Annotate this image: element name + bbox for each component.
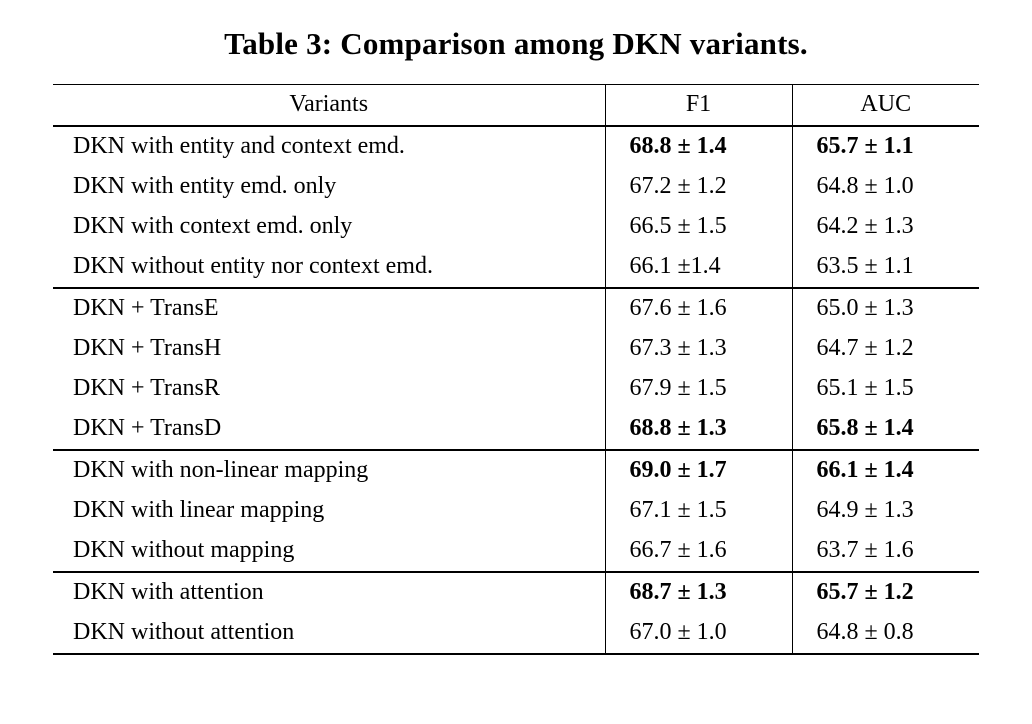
cell-variant: DKN with linear mapping [73, 497, 325, 523]
cell-auc: 64.9 ± 1.3 [791, 491, 979, 531]
cell-f1: 66.5 ± 1.5 [604, 207, 792, 247]
cell-auc: 63.7 ± 1.6 [791, 531, 979, 572]
cell-f1: 68.8 ± 1.4 [604, 126, 792, 167]
table-row: DKN + TransE 67.6 ± 1.6 65.0 ± 1.3 [53, 287, 979, 329]
cell-f1: 67.3 ± 1.3 [604, 329, 792, 369]
cell-f1: 67.9 ± 1.5 [604, 369, 792, 409]
cell-auc: 64.8 ± 0.8 [791, 613, 979, 655]
dkn-comparison-table: Variants F1 AUC DKN with entity and cont… [53, 84, 979, 655]
table-body: DKN with entity and context emd. 68.8 ± 1… [53, 126, 979, 655]
cell-f1: 68.7 ± 1.3 [604, 571, 792, 613]
cell-auc: 64.7 ± 1.2 [791, 329, 979, 369]
table-caption: Table 3: Comparison among DKN variants. [224, 26, 808, 61]
cell-variant: DKN with non-linear mapping [53, 449, 605, 491]
col-header-f1: F1 [604, 84, 792, 127]
cell-variant: DKN without mapping [73, 537, 295, 563]
cell-auc: 65.8 ± 1.4 [791, 409, 979, 450]
cell-auc: 64.8 ± 1.0 [791, 167, 979, 207]
cell-f1: 66.1 ±1.4 [604, 247, 792, 288]
table-row: DKN without entity nor context emd. 66.1 … [53, 247, 979, 288]
cell-auc: 63.5 ± 1.1 [791, 247, 979, 288]
col-header-auc: AUC [791, 84, 979, 127]
cell-f1: 67.2 ± 1.2 [604, 167, 792, 207]
cell-f1: 67.6 ± 1.6 [604, 287, 792, 329]
cell-auc: 65.0 ± 1.3 [791, 287, 979, 329]
cell-auc: 65.7 ± 1.2 [791, 571, 979, 613]
cell-variant: DKN + TransE [53, 287, 605, 329]
cell-variant: DKN without entity nor context emd. [73, 253, 433, 279]
cell-variant: DKN + TransD [73, 415, 222, 441]
cell-variant: DKN + TransR [73, 375, 220, 401]
table-row: DKN + TransR 67.9 ± 1.5 65.1 ± 1.5 [53, 369, 979, 409]
cell-f1: 66.7 ± 1.6 [604, 531, 792, 572]
cell-auc: 64.2 ± 1.3 [791, 207, 979, 247]
cell-f1: 69.0 ± 1.7 [604, 449, 792, 491]
table-row: DKN with context emd. only 66.5 ± 1.5 64.2… [53, 207, 979, 247]
cell-auc: 66.1 ± 1.4 [791, 449, 979, 491]
cell-variant: DKN with entity and context emd. [73, 133, 405, 159]
cell-auc: 65.1 ± 1.5 [791, 369, 979, 409]
table-row: DKN with entity emd. only 67.2 ± 1.2 64.8 … [53, 167, 979, 207]
cell-variant: DKN + TransH [73, 335, 222, 361]
cell-variant: DKN with entity emd. only [73, 173, 337, 199]
table-row: DKN with attention 68.7 ± 1.3 65.7 ± 1.2 [53, 571, 979, 613]
table-row: DKN with linear mapping 67.1 ± 1.5 64.9 ± … [53, 491, 979, 531]
cell-f1: 68.8 ± 1.3 [604, 409, 792, 450]
table-row: DKN without attention 67.0 ± 1.0 64.8 ± 0.… [53, 613, 979, 655]
col-header-variants: Variants [53, 84, 605, 127]
cell-auc: 65.7 ± 1.1 [791, 126, 979, 167]
cell-f1: 67.0 ± 1.0 [604, 613, 792, 655]
table-row: DKN with non-linear mapping 69.0 ± 1.7 66.… [53, 449, 979, 491]
table-row: DKN + TransH 67.3 ± 1.3 64.7 ± 1.2 [53, 329, 979, 369]
cell-variant: DKN without attention [53, 613, 605, 655]
cell-variant: DKN with attention [53, 571, 605, 613]
cell-f1: 67.1 ± 1.5 [604, 491, 792, 531]
table-row: DKN + TransD 68.8 ± 1.3 65.8 ± 1.4 [53, 409, 979, 450]
table-header-row: Variants F1 AUC [53, 84, 979, 127]
cell-variant: DKN with context emd. only [73, 213, 353, 239]
table-row: DKN with entity and context emd. 68.8 ± 1… [53, 126, 979, 167]
table-row: DKN without mapping 66.7 ± 1.6 63.7 ± 1.6 [53, 531, 979, 572]
